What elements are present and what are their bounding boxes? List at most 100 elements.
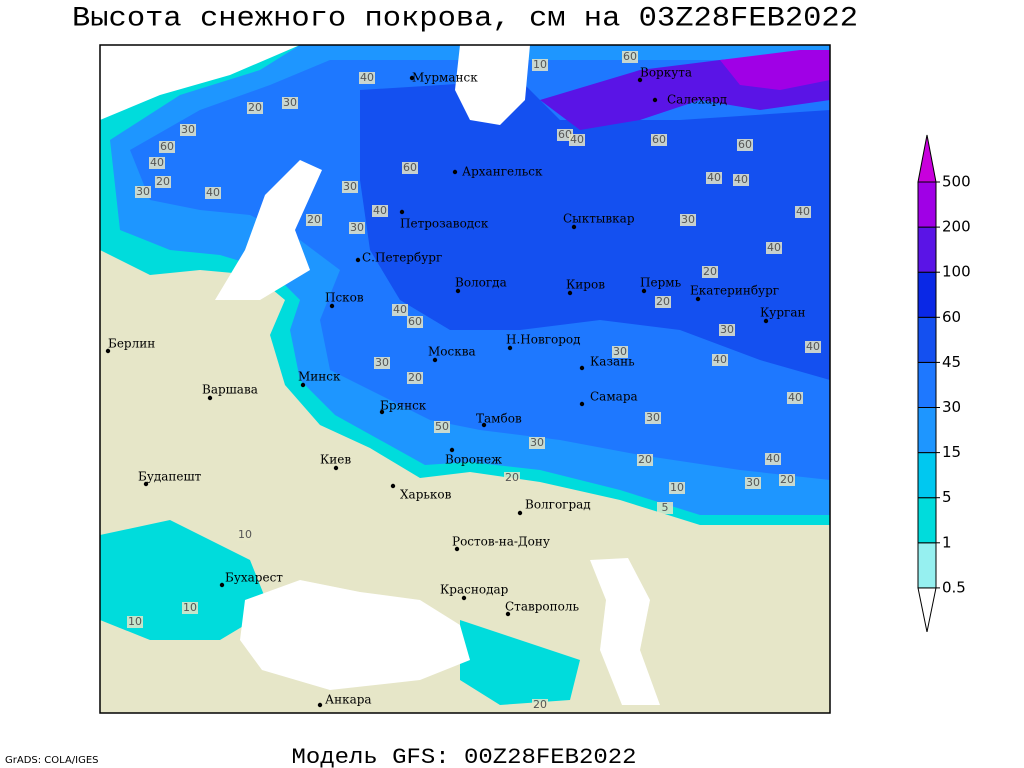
city-dot [652,97,658,103]
contour-label: 10 [670,481,684,494]
contour-label-box [532,59,548,71]
contour-label: 60 [403,161,417,174]
city-label: Н.Новгород [506,333,581,347]
city-label: Самара [590,390,638,404]
city-dot [329,303,335,309]
contour-label: 40 [206,186,220,199]
contour-label-box [651,134,667,146]
contour-label: 20 [408,371,422,384]
colorbar-segment [917,587,937,633]
contour-label-box [532,699,548,711]
colorbar-segment [917,497,937,544]
contour-label-box [374,357,390,369]
contour-label-box [127,616,143,628]
contour-label: 10 [533,58,547,71]
city-label: Мурманск [412,71,478,85]
contour-label: 30 [746,476,760,489]
contour-label: 20 [656,295,670,308]
contour-label: 10 [128,615,142,628]
city-dot [461,595,467,601]
colorbar-segment [917,271,937,318]
snow-south [100,520,270,640]
city-dot [333,465,339,471]
cities: Мурманск Воркута Салехард Архангельск Петроз… [105,66,805,708]
colorbar-label: 45 [942,353,961,371]
city-label: Бухарест [225,571,283,585]
city-dot [355,257,361,263]
city-label: Брянск [380,399,427,413]
city-dot [207,395,213,401]
colorbar-label: 15 [942,443,961,461]
contour-label: 10 [183,601,197,614]
city-label: Тамбов [476,412,522,426]
colorbar-label: 60 [942,308,961,326]
contour-label: 40 [766,452,780,465]
snow-peak [720,50,830,90]
colorbar-segment [917,407,937,454]
contour-label: 20 [156,175,170,188]
colorbar-label: 30 [942,398,961,416]
title: Высота снежного покрова, см на 03Z28FEB2… [72,3,858,34]
contour-label-box [372,205,388,217]
contour-label-box [733,174,749,186]
contour-label-box [149,157,165,169]
contour-label: 40 [707,171,721,184]
contour-label: 30 [343,180,357,193]
city-label: Киров [566,278,605,292]
contour-label: 30 [720,323,734,336]
colorbar-label: 500 [942,173,971,191]
contour-label: 40 [713,353,727,366]
contour-label: 5 [662,501,669,514]
contour-label: 60 [652,133,666,146]
contour-label: 60 [160,140,174,153]
city-label: Волгоград [525,498,591,512]
contour-label-box [182,602,198,614]
contour-label-box [392,304,408,316]
contour-label-box [247,102,263,114]
city-label: Екатеринбург [690,284,779,298]
contour-label: 30 [136,185,150,198]
contour-label-box [787,392,803,404]
city-dot [455,288,461,294]
model-label: Модель GFS: 00Z28FEB2022 [292,745,637,768]
city-dot [452,169,458,175]
city-label: С.Петербург [362,251,442,265]
city-label: Псков [325,291,364,305]
city-dot [481,422,487,428]
contour-label-box [655,296,671,308]
contour-label-box [706,172,722,184]
city-dot [454,546,460,552]
contour-label-box [205,187,221,199]
contour-label-box [779,474,795,486]
barents-sea [455,45,530,125]
contour-label-box [737,139,753,151]
city-label: Краснодар [440,583,509,597]
city-dot [143,481,149,487]
contour-label-box [657,502,673,514]
arctic [100,45,300,120]
colorbar-segment [917,134,937,183]
contour-label: 60 [738,138,752,151]
city-dot [449,447,455,453]
contour-label-box [702,266,718,278]
contour-label-box [282,97,298,109]
contour-label-box [765,453,781,465]
contour-label: 30 [350,221,364,234]
contour-label-box [529,437,545,449]
contour-label: 30 [646,411,660,424]
colorbar-segment [917,316,937,363]
city-label: Вологда [455,276,507,290]
city-dot [695,296,701,302]
city-dot [641,288,647,294]
city-label: Архангельск [462,165,543,179]
contour-label-box [402,162,418,174]
city-label: Салехард [667,93,727,107]
contour-label-box [795,206,811,218]
contour-label-box [669,482,685,494]
contour-label-box [434,421,450,433]
city-dot [390,483,396,489]
colorbar-label: 5 [942,488,952,506]
black-sea [240,580,470,690]
